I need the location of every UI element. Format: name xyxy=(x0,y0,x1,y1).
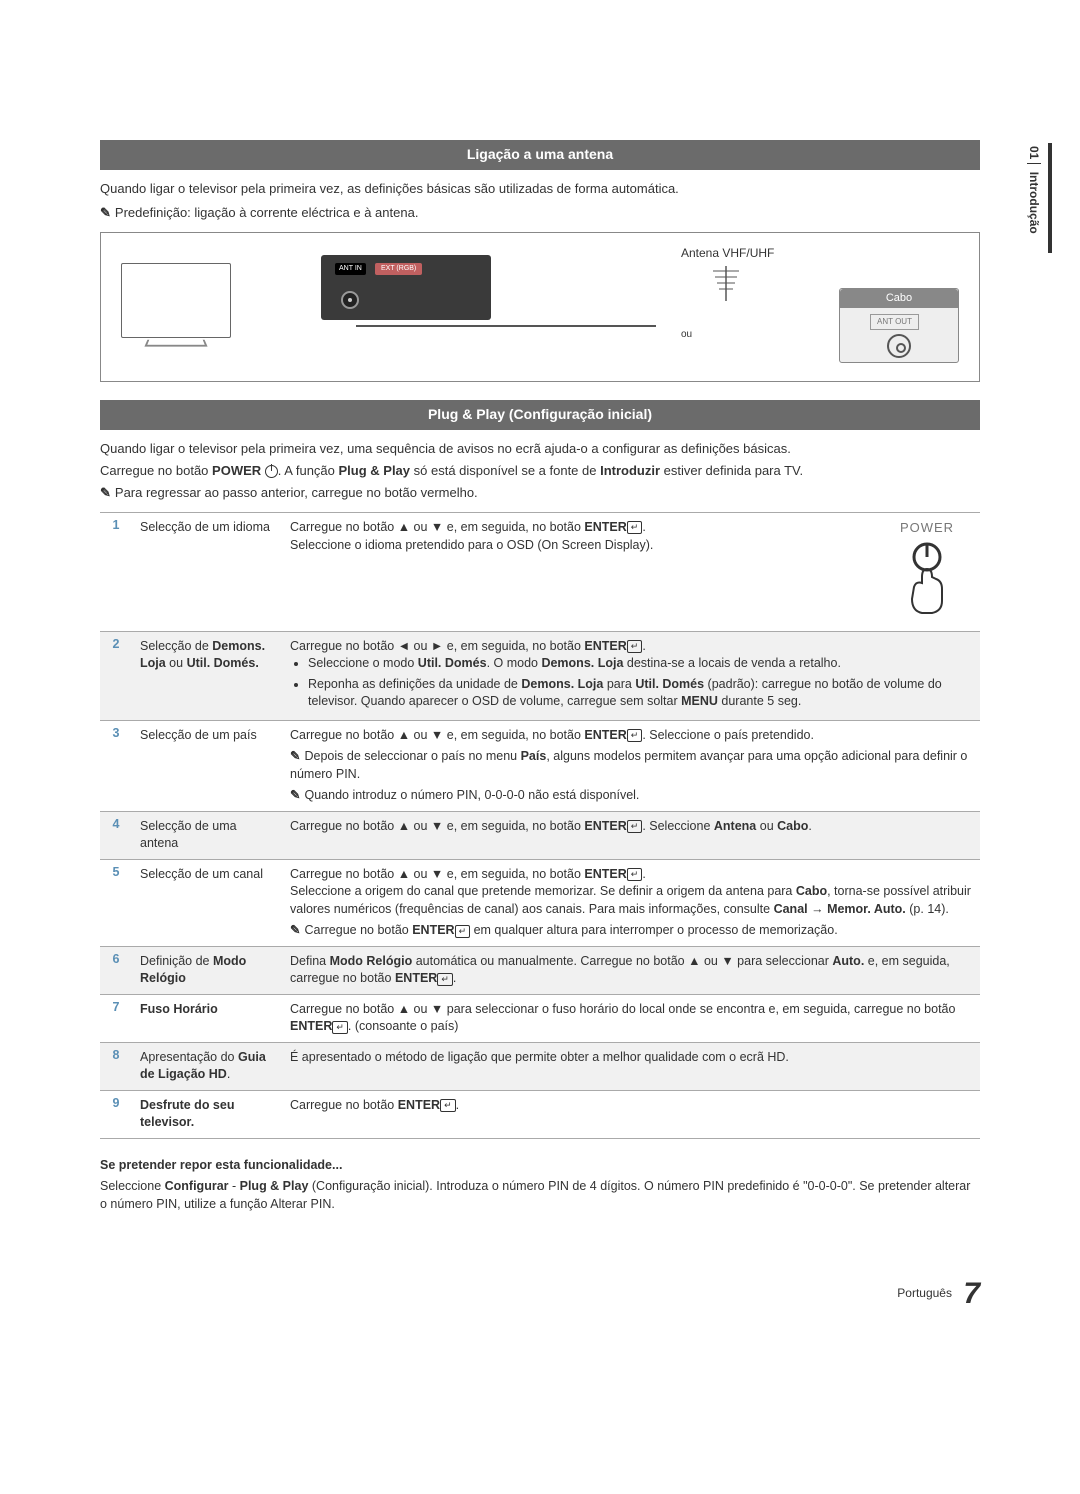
step-number: 9 xyxy=(100,1090,132,1138)
section-header-antenna: Ligação a uma antena xyxy=(100,140,980,170)
plugplay-intro-line2: Carregue no botão POWER . A função Plug … xyxy=(100,462,980,480)
table-row: 4Selecção de uma antenaCarregue no botão… xyxy=(100,811,980,859)
step-number: 4 xyxy=(100,811,132,859)
antenna-intro-text: Quando ligar o televisor pela primeira v… xyxy=(100,180,980,198)
step-description: Carregue no botão ◄ ou ► e, em seguida, … xyxy=(282,631,980,720)
chapter-side-tab: 01 Introdução xyxy=(1022,140,1045,240)
pencil-note-icon xyxy=(100,205,115,220)
step-title: Desfrute do seu televisor. xyxy=(132,1090,282,1138)
step-title: Selecção de Demons. Loja ou Util. Domés. xyxy=(132,631,282,720)
hand-press-power-icon xyxy=(892,539,962,619)
step-description: É apresentado o método de ligação que pe… xyxy=(282,1042,980,1090)
plugplay-back-note: Para regressar ao passo anterior, carreg… xyxy=(100,484,980,502)
table-row: 2Selecção de Demons. Loja ou Util. Domés… xyxy=(100,631,980,720)
step-description: Carregue no botão ▲ ou ▼ e, em seguida, … xyxy=(282,720,980,811)
reset-title: Se pretender repor esta funcionalidade..… xyxy=(100,1157,980,1175)
step-description: Carregue no botão ▲ ou ▼ e, em seguida, … xyxy=(282,859,980,946)
cable-box-illustration: Cabo ANT OUT xyxy=(839,288,959,363)
cable-box-title: Cabo xyxy=(840,289,958,308)
step-number: 2 xyxy=(100,631,132,720)
step-title: Selecção de um canal xyxy=(132,859,282,946)
step-title: Fuso Horário xyxy=(132,994,282,1042)
ant-in-label: ANT IN xyxy=(335,263,366,275)
antenna-predef-note: Predefinição: ligação à corrente eléctri… xyxy=(100,204,980,222)
table-row: 9Desfrute do seu televisor.Carregue no b… xyxy=(100,1090,980,1138)
table-row: 5Selecção de um canalCarregue no botão ▲… xyxy=(100,859,980,946)
tv-stand-illustration xyxy=(144,340,207,347)
step-description: Carregue no botão ENTER↵. xyxy=(282,1090,980,1138)
setup-steps-table: 1Selecção de um idiomaPOWERCarregue no b… xyxy=(100,512,980,1139)
reset-body: Seleccione Configurar - Plug & Play (Con… xyxy=(100,1178,980,1213)
footer-page-number: 7 xyxy=(963,1277,980,1310)
step-number: 8 xyxy=(100,1042,132,1090)
antenna-connection-diagram: ANT IN EXT (RGB) Antena VHF/UHF ou Cabo … xyxy=(100,232,980,382)
cable-line-illustration xyxy=(356,325,656,327)
step-description: Defina Modo Relógio automática ou manual… xyxy=(282,946,980,994)
plugplay-intro-line1: Quando ligar o televisor pela primeira v… xyxy=(100,440,980,458)
antenna-icon xyxy=(711,261,741,301)
step-number: 5 xyxy=(100,859,132,946)
ant-out-label: ANT OUT xyxy=(870,314,919,329)
step-title: Selecção de um idioma xyxy=(132,513,282,632)
section-header-plugplay: Plug & Play (Configuração inicial) xyxy=(100,400,980,430)
power-button-graphic: POWER xyxy=(882,519,972,625)
step-title: Definição de Modo Relógio xyxy=(132,946,282,994)
step-title: Apresentação do Guia de Ligação HD. xyxy=(132,1042,282,1090)
ant-out-port-icon xyxy=(887,334,911,358)
tv-back-panel-illustration: ANT IN EXT (RGB) xyxy=(321,255,491,320)
step-number: 6 xyxy=(100,946,132,994)
step-description: Carregue no botão ▲ ou ▼ e, em seguida, … xyxy=(282,811,980,859)
power-label: POWER xyxy=(882,519,972,537)
vhf-uhf-antenna-label: Antena VHF/UHF xyxy=(681,245,774,262)
step-number: 3 xyxy=(100,720,132,811)
ext-rgb-label: EXT (RGB) xyxy=(375,263,422,275)
step-description: Carregue no botão ▲ ou ▼ para selecciona… xyxy=(282,994,980,1042)
table-row: 3Selecção de um paísCarregue no botão ▲ … xyxy=(100,720,980,811)
step-number: 7 xyxy=(100,994,132,1042)
manual-page: 01 Introdução Ligação a uma antena Quand… xyxy=(0,0,1080,1355)
step-title: Selecção de um país xyxy=(132,720,282,811)
reset-functionality-block: Se pretender repor esta funcionalidade..… xyxy=(100,1157,980,1214)
ant-in-port-icon xyxy=(341,291,359,309)
chapter-number: 01 xyxy=(1027,146,1041,164)
step-number: 1 xyxy=(100,513,132,632)
footer-language: Português xyxy=(897,1286,952,1300)
power-symbol-icon xyxy=(265,465,278,478)
step-description: POWERCarregue no botão ▲ ou ▼ e, em segu… xyxy=(282,513,980,632)
chapter-title: Introdução xyxy=(1027,172,1041,234)
step-title: Selecção de uma antena xyxy=(132,811,282,859)
table-row: 1Selecção de um idiomaPOWERCarregue no b… xyxy=(100,513,980,632)
tv-front-illustration xyxy=(121,263,231,338)
or-separator-text: ou xyxy=(681,328,692,342)
side-marker xyxy=(1048,143,1052,253)
pencil-note-icon xyxy=(100,485,115,500)
table-row: 7Fuso HorárioCarregue no botão ▲ ou ▼ pa… xyxy=(100,994,980,1042)
table-row: 6Definição de Modo RelógioDefina Modo Re… xyxy=(100,946,980,994)
table-row: 8Apresentação do Guia de Ligação HD.É ap… xyxy=(100,1042,980,1090)
page-footer: Português 7 xyxy=(100,1273,980,1315)
